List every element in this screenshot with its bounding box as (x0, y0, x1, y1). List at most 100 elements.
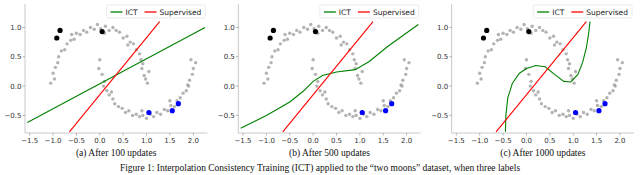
point (558, 42, 561, 45)
legend-box (533, 5, 632, 18)
point (57, 28, 62, 33)
point (188, 79, 191, 82)
point (318, 89, 321, 92)
point (383, 108, 388, 113)
point (572, 117, 575, 120)
series-line (241, 25, 419, 129)
x-tick (29, 133, 30, 136)
point (82, 29, 85, 32)
point (269, 61, 272, 64)
point (486, 49, 489, 52)
point (185, 89, 188, 92)
point (361, 70, 364, 73)
point (618, 67, 621, 70)
y-tick-label: −0.5 (218, 112, 235, 120)
x-tick-label: −0.5 (495, 137, 512, 145)
x-tick (76, 133, 77, 136)
point (565, 52, 568, 55)
legend-label: ICT (126, 8, 138, 17)
y-tick (23, 27, 26, 28)
point (538, 97, 541, 100)
point (104, 25, 107, 28)
x-tick (619, 133, 620, 136)
point (273, 49, 276, 52)
point (617, 73, 620, 76)
point (143, 74, 146, 77)
point (321, 29, 324, 32)
point (395, 91, 398, 94)
point (573, 110, 578, 115)
y-axis-line (238, 4, 239, 133)
point (111, 97, 114, 100)
point (110, 90, 113, 93)
point (311, 67, 314, 70)
point (98, 58, 101, 61)
x-tick-label: 1.5 (164, 137, 175, 145)
point (126, 43, 129, 46)
y-tick (23, 56, 26, 57)
point (92, 28, 95, 31)
point (339, 35, 342, 38)
point (57, 55, 60, 58)
x-tick-label: −0.5 (68, 137, 85, 145)
point (54, 66, 57, 69)
point (484, 28, 489, 33)
point (155, 111, 158, 114)
point (107, 93, 110, 96)
point (368, 111, 371, 114)
point (279, 42, 282, 45)
point (179, 96, 182, 99)
point (554, 109, 557, 112)
x-tick (456, 133, 457, 136)
point (339, 43, 342, 46)
x-tick (53, 133, 54, 136)
point (552, 35, 555, 38)
y-tick-label: 0.0 (10, 83, 21, 91)
x-tick-label: −1.0 (258, 137, 275, 145)
x-tick-label: 0.5 (118, 137, 129, 145)
point (529, 84, 532, 87)
legend: ICTSupervised (533, 5, 632, 18)
legend-swatch (324, 11, 336, 12)
point (325, 26, 328, 29)
legend-label: Supervised (160, 8, 202, 17)
point (146, 81, 149, 84)
point (348, 113, 351, 116)
x-axis-line (25, 133, 207, 134)
point (401, 79, 404, 82)
point (356, 74, 359, 77)
point (169, 104, 172, 107)
point (323, 90, 326, 93)
point (540, 102, 543, 105)
point (309, 23, 312, 26)
point (152, 115, 155, 118)
point (534, 93, 537, 96)
point (547, 107, 550, 110)
point (568, 114, 571, 117)
legend-box (107, 5, 206, 18)
point (298, 30, 301, 33)
y-tick-label: −0.5 (431, 112, 448, 120)
point (389, 101, 394, 106)
point (404, 73, 407, 76)
x-tick (479, 133, 480, 136)
point (121, 36, 124, 39)
point (113, 102, 116, 105)
y-tick (236, 56, 239, 57)
x-tick-label: 1.0 (354, 137, 365, 145)
x-tick-label: −1.5 (235, 137, 252, 145)
point (351, 115, 354, 118)
point (557, 114, 560, 117)
y-tick (449, 86, 452, 87)
point (166, 109, 169, 112)
x-tick (289, 133, 290, 136)
series-line (283, 22, 373, 132)
point (313, 29, 318, 34)
x-tick (596, 133, 597, 136)
point (616, 58, 619, 61)
point (544, 30, 547, 33)
x-tick (549, 133, 550, 136)
point (325, 97, 328, 100)
point (75, 32, 78, 35)
point (522, 23, 525, 26)
